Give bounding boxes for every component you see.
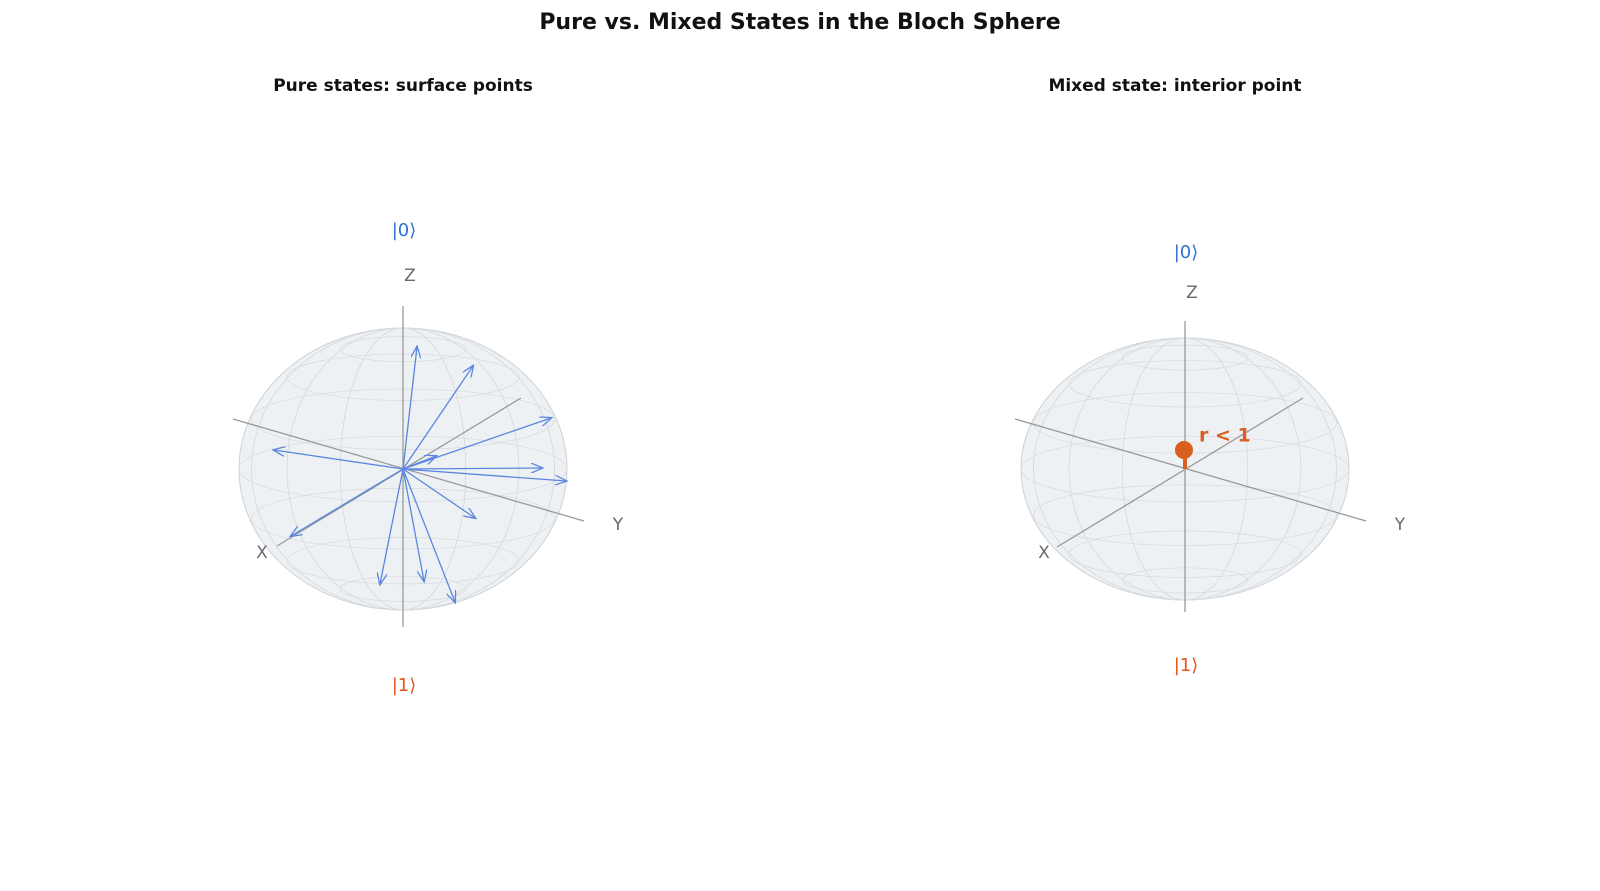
x-axis	[1056, 397, 1304, 548]
ket-one-label: |1⟩	[1174, 655, 1199, 676]
state-vector	[380, 468, 404, 584]
state-vector	[402, 468, 542, 469]
ket-zero-label: |0⟩	[392, 220, 417, 241]
axis-label: X	[256, 543, 268, 563]
axis-label: Y	[1394, 515, 1406, 535]
ket-zero-label: |0⟩	[1174, 242, 1199, 263]
state-vector	[291, 468, 404, 536]
axis-label: Z	[404, 266, 416, 286]
state-vector	[402, 468, 475, 518]
state-vector	[402, 468, 455, 602]
state-vectors	[274, 347, 566, 602]
state-vector	[402, 468, 424, 581]
ket-one-label: |1⟩	[392, 675, 417, 696]
state-vector	[402, 456, 436, 470]
axis-label: X	[1038, 543, 1050, 563]
state-vector	[402, 468, 566, 481]
figure-title: Pure vs. Mixed States in the Bloch Spher…	[539, 10, 1060, 35]
state-vector	[274, 450, 404, 470]
axis-label: Y	[612, 515, 624, 535]
panel-title: Mixed state: interior point	[1048, 76, 1301, 96]
mixed-state-point	[1175, 441, 1193, 459]
state-vector	[402, 347, 417, 470]
annotation: r < 1	[1199, 425, 1251, 447]
axis-label: Z	[1186, 283, 1198, 303]
y-axis	[1014, 418, 1367, 522]
state-vector	[402, 366, 473, 470]
panel-title: Pure states: surface points	[273, 76, 533, 96]
